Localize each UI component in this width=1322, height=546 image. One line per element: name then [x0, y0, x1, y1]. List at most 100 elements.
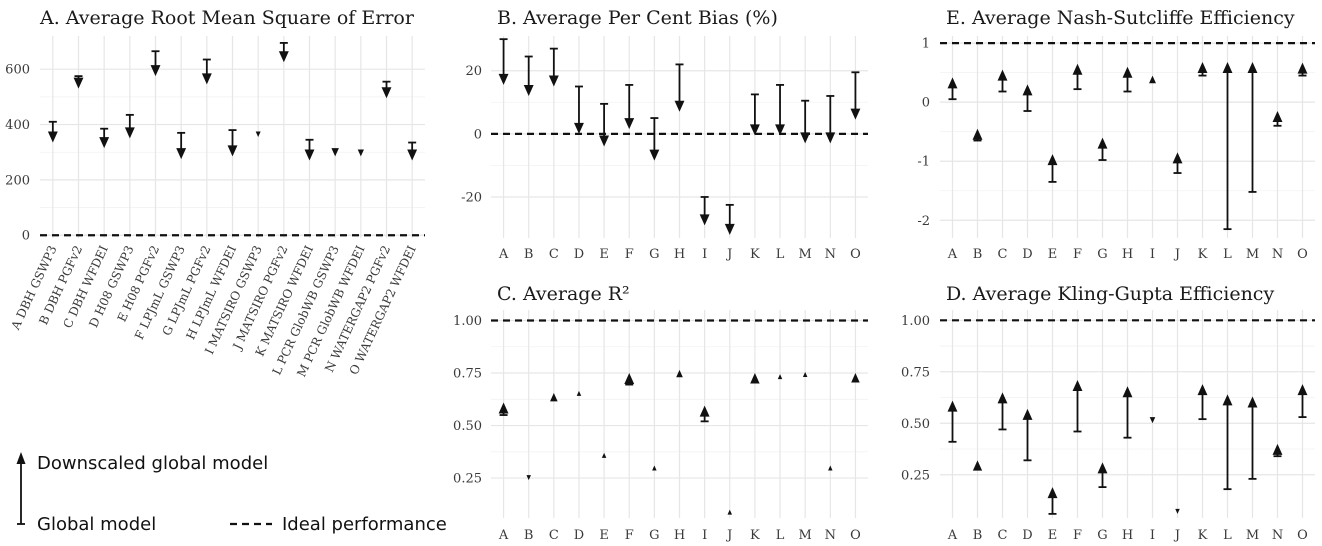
arrow-head: [1222, 61, 1233, 73]
arrow-mark: [1047, 487, 1058, 515]
arrow-mark: [73, 75, 84, 89]
arrow-head: [498, 73, 509, 85]
arrow-mark: [498, 402, 509, 416]
arrow-mark: [676, 369, 683, 378]
y-tick-label: 20: [465, 64, 482, 79]
arrow-head: [997, 69, 1008, 81]
y-tick-label: 400: [5, 118, 30, 133]
x-category-label: G: [649, 528, 659, 543]
arrow-head: [947, 400, 958, 412]
arrow-mark: [1272, 111, 1283, 127]
legend-ideal-label: Ideal performance: [282, 514, 447, 535]
x-category-label: D: [1022, 528, 1032, 543]
y-tick-label: 0.50: [453, 419, 482, 434]
panel-e: -2 -1 0 1 A B C D E F G H I J K L M N O E. Average Nash-Sut…: [917, 7, 1315, 262]
y-tick-label: 1: [922, 37, 930, 52]
arrow-head: [227, 145, 238, 157]
arrow-head: [548, 75, 559, 87]
arrow-head: [381, 87, 392, 99]
arrow-head: [523, 84, 534, 96]
x-category-label: I: [1150, 528, 1155, 543]
arrow-mark: [599, 102, 610, 147]
arrow-mark: [576, 390, 582, 396]
arrow-mark: [124, 113, 135, 139]
arrow-mark: [304, 138, 315, 161]
x-category-label: E: [599, 528, 609, 543]
x-category-label: J: [725, 528, 732, 543]
arrow-mark: [828, 465, 833, 471]
x-category-label: D: [574, 528, 584, 543]
arrow-head: [526, 475, 531, 481]
x-category-label: C: [549, 247, 559, 262]
x-category-label: K: [1198, 247, 1208, 262]
arrow-mark: [972, 460, 983, 471]
arrow-head: [357, 149, 364, 157]
arrow-mark: [1247, 396, 1258, 480]
arrow-mark: [1149, 75, 1156, 84]
arrow-mark: [1175, 508, 1180, 514]
arrow-mark: [1122, 386, 1133, 439]
x-category-label: K: [1198, 528, 1208, 543]
arrow-head: [699, 405, 710, 417]
x-category-label: F: [1073, 247, 1082, 262]
arrow-head: [1297, 62, 1308, 74]
arrow-mark: [498, 38, 509, 85]
x-category-label: H: [1122, 528, 1133, 543]
x-category-label: F: [625, 528, 634, 543]
arrow-mark: [523, 55, 534, 96]
arrow-mark: [47, 120, 58, 143]
arrow-head: [176, 148, 187, 160]
arrow-head: [1222, 394, 1233, 406]
arrow-mark: [727, 509, 733, 515]
arrow-mark: [99, 127, 110, 149]
y-tick-label: -2: [917, 214, 930, 229]
arrow-mark: [1297, 384, 1308, 418]
arrow-mark: [1097, 462, 1108, 489]
arrow-mark: [1272, 443, 1283, 458]
arrow-mark: [652, 465, 657, 471]
x-category-label: N: [1272, 528, 1283, 543]
x-category-label: A: [498, 247, 509, 262]
x-category-label: O: [1297, 528, 1308, 543]
x-category-label: G: [1097, 528, 1107, 543]
arrow-head: [124, 127, 135, 139]
y-tick-label: 0.25: [901, 468, 930, 483]
x-category-label: G: [1097, 247, 1107, 262]
x-category-label: C: [998, 528, 1008, 543]
arrow-head: [775, 124, 785, 136]
arrow-mark: [724, 203, 735, 235]
x-category-label: N: [825, 528, 836, 543]
x-category-label: L: [776, 247, 785, 262]
arrow-head: [150, 65, 161, 77]
arrow-mark: [674, 63, 685, 112]
arrow-mark: [997, 392, 1008, 431]
arrow-head: [278, 51, 289, 63]
x-category-label: A: [947, 247, 958, 262]
panel-title: B. Average Per Cent Bias (%): [497, 7, 778, 29]
arrow-head: [73, 77, 84, 89]
x-category-label: O: [850, 528, 861, 543]
x-category-label: I: [1150, 247, 1155, 262]
arrow-mark: [381, 80, 392, 99]
arrow-mark: [1047, 154, 1058, 183]
arrow-mark: [947, 77, 958, 101]
arrow-head: [1197, 61, 1208, 73]
x-category-label: H: [674, 528, 685, 543]
arrow-mark: [255, 131, 261, 137]
panel-title: C. Average R²: [497, 283, 630, 305]
arrow-mark: [1197, 61, 1208, 77]
x-category-label: K: [750, 528, 760, 543]
y-tick-label: 1.00: [901, 314, 930, 329]
arrow-head: [599, 135, 610, 147]
arrow-mark: [802, 371, 808, 377]
arrow-head: [331, 148, 339, 157]
y-tick-label: 0.25: [453, 472, 482, 487]
arrow-head: [724, 223, 735, 235]
arrow-head: [972, 460, 983, 471]
x-category-label: I: [702, 247, 707, 262]
arrow-head: [1072, 380, 1083, 392]
y-tick-label: 0.75: [901, 365, 930, 380]
arrow-head: [601, 452, 607, 458]
